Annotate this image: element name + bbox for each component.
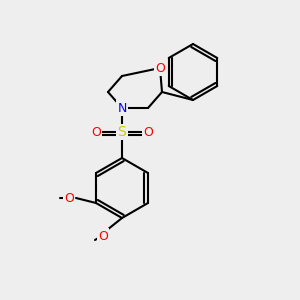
- Text: O: O: [155, 61, 165, 74]
- Text: O: O: [91, 125, 101, 139]
- Text: N: N: [117, 101, 127, 115]
- Text: O: O: [98, 230, 108, 242]
- Text: O: O: [143, 125, 153, 139]
- Text: O: O: [64, 191, 74, 205]
- Text: S: S: [118, 125, 126, 139]
